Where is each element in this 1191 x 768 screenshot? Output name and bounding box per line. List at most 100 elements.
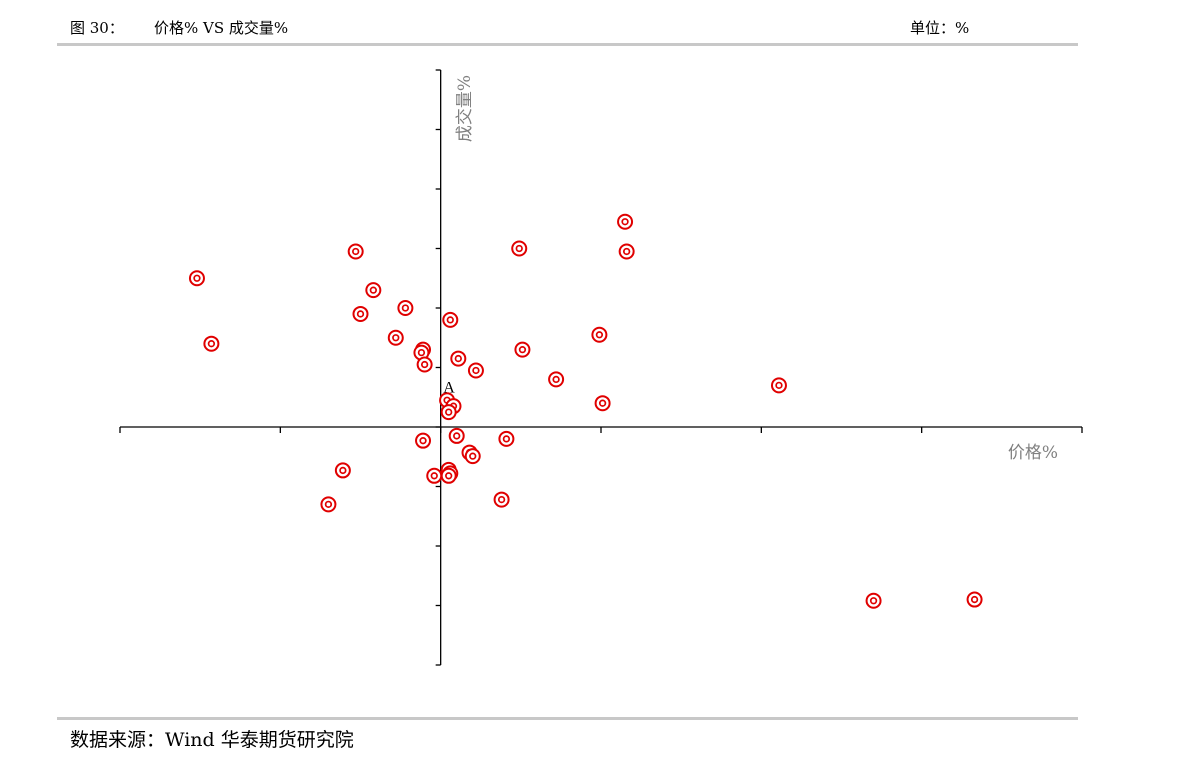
data-point-inner-ring — [446, 316, 454, 324]
data-point-outer-ring — [203, 335, 220, 352]
figure-number: 图 30： — [70, 19, 124, 37]
data-point — [320, 496, 337, 513]
data-point-outer-ring — [426, 467, 443, 484]
data-point — [416, 356, 433, 373]
data-point-inner-ring — [472, 366, 480, 375]
data-point-outer-ring — [440, 467, 457, 484]
data-point-inner-ring — [419, 437, 427, 445]
data-point — [415, 432, 432, 449]
data-point-inner-ring — [502, 435, 511, 443]
data-point-inner-ring — [417, 348, 426, 357]
data-point-inner-ring — [598, 399, 607, 407]
data-point-inner-ring — [356, 310, 365, 318]
data-point-outer-ring — [618, 243, 635, 260]
data-point-inner-ring — [430, 472, 438, 480]
data-point-outer-ring — [591, 326, 608, 343]
point-annotation: A — [443, 379, 455, 396]
data-point-outer-ring — [387, 329, 404, 346]
x-axis-title: 价格% — [1008, 443, 1058, 463]
data-point-inner-ring — [369, 286, 377, 294]
data-point-outer-ring — [770, 377, 787, 394]
data-point-inner-ring — [445, 408, 453, 416]
data-point — [413, 344, 430, 361]
data-point-outer-ring — [352, 305, 369, 322]
data-point — [347, 243, 364, 260]
data-point — [387, 329, 404, 346]
data-point-inner-ring — [869, 597, 878, 605]
data-point-outer-ring — [594, 395, 611, 412]
data-point-outer-ring — [442, 311, 459, 328]
data-point-outer-ring — [347, 243, 364, 260]
data-point — [498, 430, 515, 447]
data-point — [440, 467, 457, 484]
data-point-outer-ring — [464, 448, 481, 465]
data-point — [352, 305, 369, 322]
data-point — [464, 448, 481, 465]
header-rule — [57, 43, 1078, 46]
data-point-inner-ring — [595, 331, 604, 339]
data-point — [450, 350, 467, 367]
y-axis-title: 成交量% — [455, 75, 475, 142]
data-point — [426, 467, 443, 484]
data-point-outer-ring — [548, 371, 565, 388]
data-point — [770, 377, 787, 394]
data-point-inner-ring — [352, 247, 360, 256]
data-point — [618, 243, 635, 260]
data-point-inner-ring — [392, 334, 400, 342]
data-point-inner-ring — [518, 346, 527, 354]
data-point-inner-ring — [552, 375, 560, 384]
data-point-outer-ring — [188, 270, 205, 287]
data-point — [442, 311, 459, 328]
data-point-inner-ring — [193, 274, 201, 282]
chart-axes — [119, 69, 1083, 666]
data-point-inner-ring — [207, 340, 216, 348]
data-point-inner-ring — [623, 247, 631, 256]
data-point — [203, 335, 220, 352]
data-point-inner-ring — [621, 218, 629, 226]
data-point-outer-ring — [617, 213, 634, 230]
data-point — [188, 270, 205, 287]
data-point-outer-ring — [448, 427, 465, 444]
data-point-inner-ring — [515, 244, 523, 253]
data-point-inner-ring — [324, 500, 333, 509]
data-point — [548, 371, 565, 388]
data-point-outer-ring — [365, 282, 382, 299]
data-point-outer-ring — [334, 462, 351, 479]
data-point-inner-ring — [420, 360, 429, 369]
data-point — [966, 591, 983, 608]
data-point-outer-ring — [514, 341, 531, 358]
data-point-outer-ring — [397, 300, 414, 316]
data-point-inner-ring — [339, 466, 347, 475]
data-point — [365, 282, 382, 299]
data-point-inner-ring — [775, 381, 783, 390]
data-point-outer-ring — [498, 430, 515, 447]
data-point — [440, 404, 457, 421]
chart-points — [188, 213, 983, 609]
data-point-outer-ring — [415, 432, 432, 449]
data-point — [514, 341, 531, 358]
data-point-inner-ring — [497, 495, 506, 504]
data-point-inner-ring — [453, 432, 461, 440]
data-point-outer-ring — [320, 496, 337, 513]
data-point-inner-ring — [401, 304, 410, 312]
chart-annotations: A — [443, 379, 455, 396]
data-point-outer-ring — [416, 356, 433, 373]
data-point-inner-ring — [970, 595, 979, 604]
data-point-inner-ring — [469, 452, 477, 460]
figure-header: 图 30： 价格% VS 成交量% 单位：% — [70, 17, 1078, 39]
data-point-outer-ring — [467, 362, 484, 379]
data-point — [617, 213, 634, 230]
data-point — [591, 326, 608, 343]
data-point — [511, 240, 528, 257]
data-point-outer-ring — [511, 240, 528, 257]
data-point-inner-ring — [445, 472, 453, 480]
data-point-outer-ring — [966, 591, 983, 608]
unit-label: 单位：% — [910, 19, 970, 37]
footer-rule — [57, 717, 1078, 720]
data-point-outer-ring — [440, 404, 457, 421]
data-point — [334, 462, 351, 479]
data-point-inner-ring — [454, 354, 462, 363]
figure-title: 价格% VS 成交量% — [154, 19, 289, 37]
data-point-outer-ring — [450, 350, 467, 367]
